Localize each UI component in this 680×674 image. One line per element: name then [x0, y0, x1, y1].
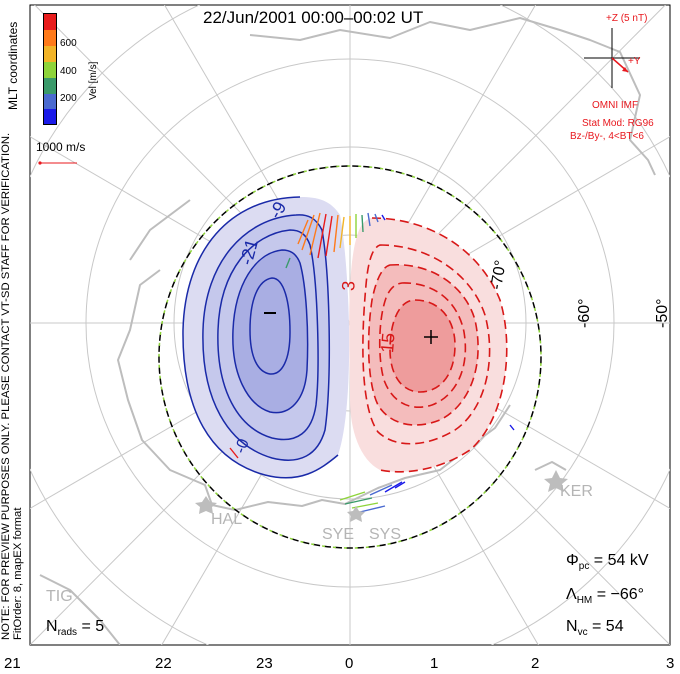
colorbar-segment — [44, 78, 56, 94]
negative-cell-fill-core — [232, 250, 308, 413]
imf-y-label: +Y — [628, 56, 641, 67]
mlt-tick-1: 1 — [430, 655, 439, 672]
n-rads-symbol: N — [46, 618, 58, 635]
mlt-tick-21: 21 — [4, 655, 21, 672]
colorbar-tick-400: 400 — [60, 66, 77, 77]
station-sys: SYS — [369, 526, 402, 543]
phi-value: = 54 kV — [593, 552, 649, 569]
n-rads: Nrads = 5 — [46, 618, 104, 638]
imf-arrowhead — [622, 67, 628, 72]
preview-note: NOTE: FOR PREVIEW PURPOSES ONLY. PLEASE … — [0, 132, 12, 640]
phi-pc: Φpc = 54 kV — [566, 552, 648, 572]
latitude-label-50: -50° — [654, 298, 671, 328]
colorbar-segment — [44, 109, 56, 124]
coastline — [39, 17, 656, 645]
fit-order-note: FitOrder: 8, mapEX format — [12, 507, 24, 640]
phi-symbol: Φ — [566, 552, 579, 569]
station-ker: KER — [560, 483, 593, 500]
phi-subscript: pc — [578, 561, 590, 573]
map-title: 22/Jun/2001 00:00–00:02 UT — [203, 8, 424, 27]
lambda-subscript: HM — [576, 595, 593, 607]
colorbar-segment — [44, 30, 56, 46]
colorbar-segment — [44, 94, 56, 109]
imf-z-label: +Z (5 nT) — [606, 13, 648, 24]
lambda-symbol: Λ — [566, 586, 577, 603]
velocity-vectors — [229, 212, 515, 513]
nvc-value: = 54 — [592, 618, 624, 635]
mlt-tick-2: 2 — [531, 655, 540, 672]
latitude-label-60: -60° — [576, 298, 593, 328]
model-name: Stat Mod: RG96 — [582, 118, 654, 129]
nvc-subscript: vc — [577, 627, 588, 639]
model-condition: Bz-/By-, 4<BT<6 — [570, 131, 644, 142]
station-markers — [195, 470, 568, 522]
contour-label-3: 3 — [338, 280, 359, 292]
contour-label-15: 15 — [377, 332, 399, 354]
vector-scale-label: 1000 m/s — [36, 140, 86, 154]
colorbar-segment — [44, 46, 56, 62]
colorbar-segment — [44, 14, 56, 30]
n-rads-subscript: rads — [57, 627, 78, 639]
lambda-hm: ΛHM = −66° — [566, 586, 644, 606]
velocity-colorbar — [43, 13, 57, 125]
hm-boundary-dash — [158, 165, 542, 549]
cell-fills — [182, 197, 507, 478]
positive-cell-fill-core — [390, 300, 455, 392]
colorbar-segment — [44, 62, 56, 78]
mlt-tick-0: 0 — [345, 655, 354, 672]
coordinate-label: MLT coordinates — [6, 21, 20, 110]
colorbar-tick-600: 600 — [60, 38, 77, 49]
mlt-tick-23: 23 — [256, 655, 273, 672]
station-sye: SYE — [322, 526, 355, 543]
hm-boundary — [158, 165, 542, 549]
mlt-tick-22: 22 — [155, 655, 172, 672]
nvc-symbol: N — [566, 618, 578, 635]
station-tig: TIG — [46, 588, 73, 605]
mlt-tick-3: 3 — [666, 655, 675, 672]
positive-contours — [362, 217, 508, 473]
colorbar-tick-200: 200 — [60, 93, 77, 104]
colorbar-unit: Vel [m/s] — [88, 61, 99, 100]
maximum-marker — [424, 330, 438, 344]
lambda-value: = −66° — [596, 586, 645, 603]
n-vc: Nvc = 54 — [566, 618, 624, 638]
imf-source: OMNI IMF — [592, 100, 639, 111]
station-hal: HAL — [211, 511, 243, 528]
vector-scale-bar — [38, 161, 77, 165]
imf-dial — [584, 28, 640, 88]
n-rads-value: = 5 — [81, 618, 105, 635]
